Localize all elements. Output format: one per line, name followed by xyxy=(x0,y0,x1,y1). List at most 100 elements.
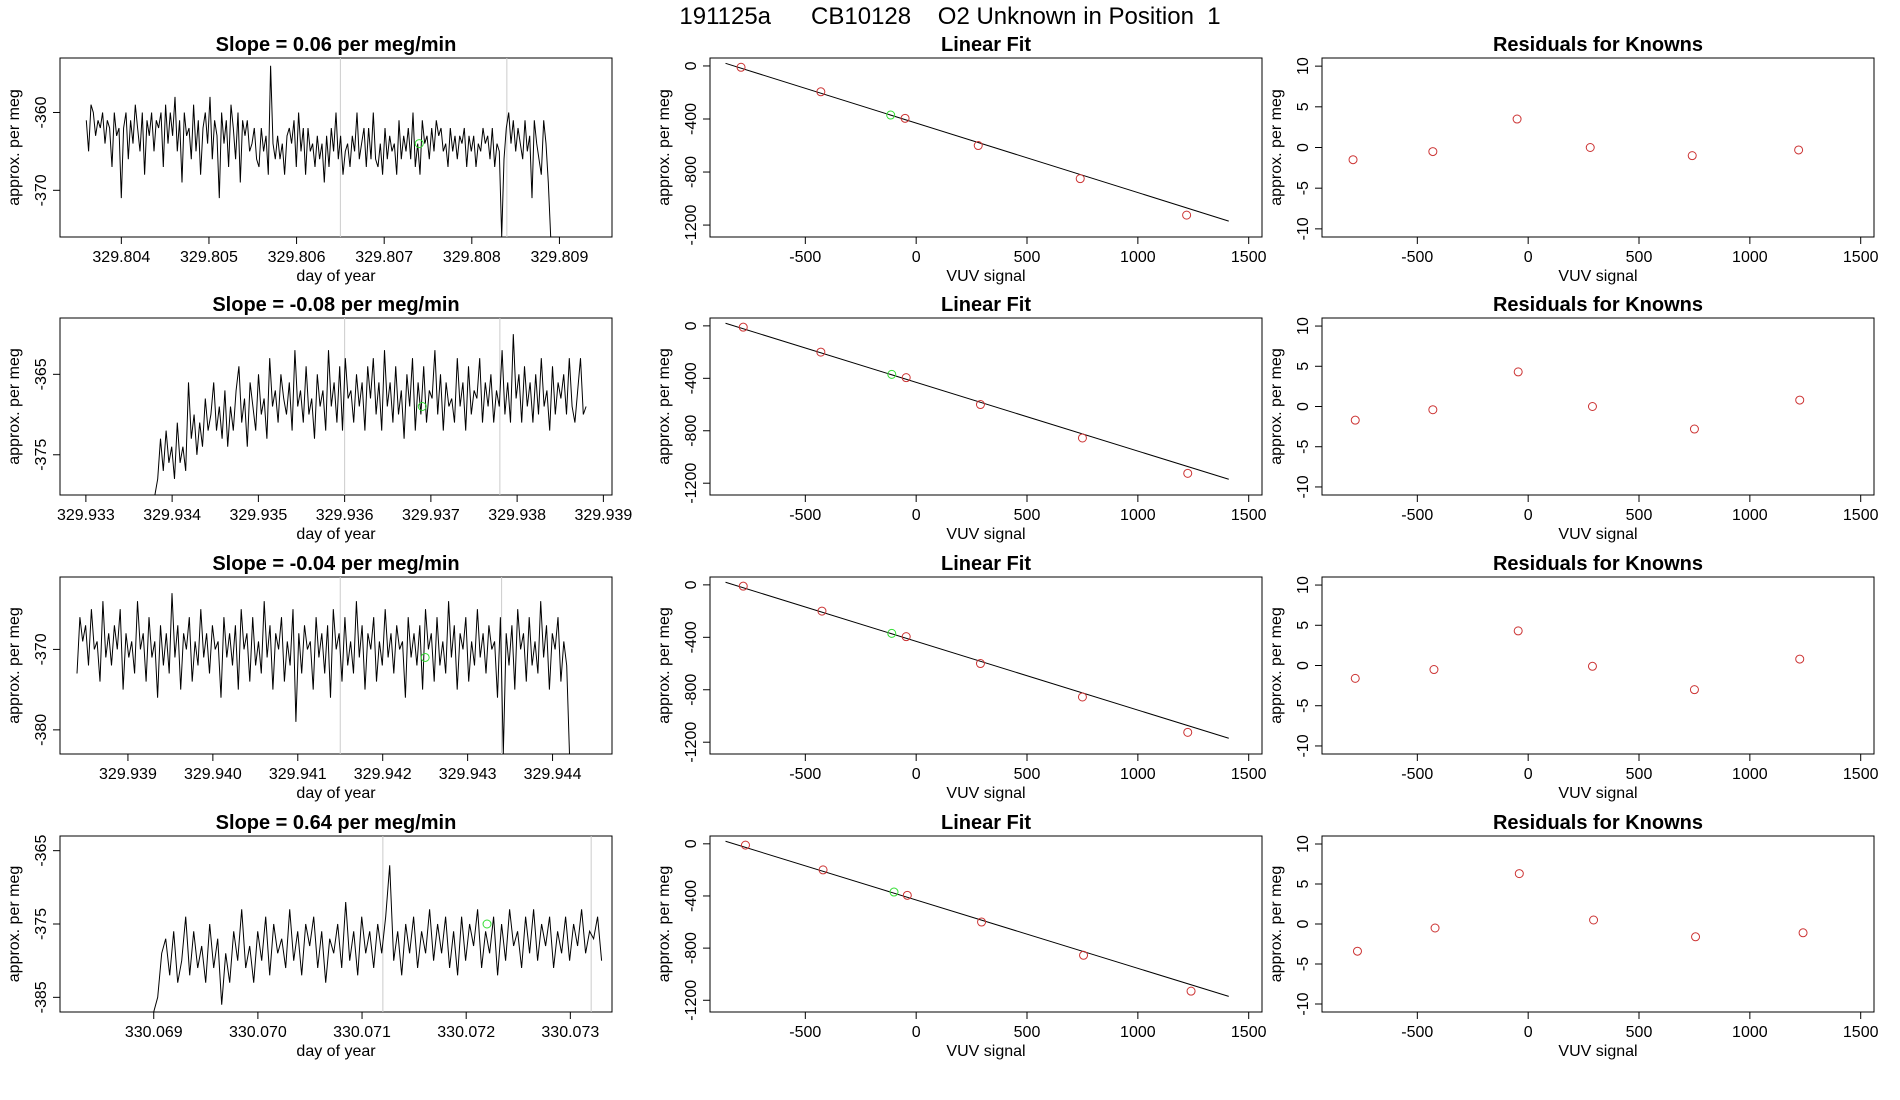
x-tick-label: 329.806 xyxy=(268,249,326,266)
x-tick-label: 0 xyxy=(1524,1024,1533,1041)
x-axis-label: VUV signal xyxy=(1558,526,1637,543)
y-tick-label: 0 xyxy=(1295,661,1312,670)
y-axis-label: approx. per meg xyxy=(6,866,23,983)
x-tick-label: -500 xyxy=(1401,1024,1433,1041)
panel-title: Linear Fit xyxy=(941,812,1031,834)
residual-point xyxy=(1587,661,1597,671)
residual-point xyxy=(1794,145,1804,155)
x-tick-label: 0 xyxy=(912,1024,921,1041)
y-tick-label: 10 xyxy=(1295,835,1312,853)
panel-residuals-row4: Residuals for Knowns -500 0 500 1000 1500 10 5 0… xyxy=(1268,812,1879,1060)
panel-title: Linear Fit xyxy=(941,294,1031,316)
panel-residuals-row1: Residuals for Knowns -500 0 500 1000 1500 10 5 0… xyxy=(1268,34,1879,285)
known-point xyxy=(975,659,985,669)
y-tick-label: -800 xyxy=(683,674,700,706)
x-tick-label: 500 xyxy=(1626,249,1653,266)
known-point xyxy=(977,917,987,927)
y-tick-label: -10 xyxy=(1295,734,1312,757)
residual-point xyxy=(1352,946,1362,956)
known-point xyxy=(738,581,748,591)
unknown-point xyxy=(889,887,899,897)
unknown-marker xyxy=(482,919,492,929)
residual-point xyxy=(1587,402,1597,411)
y-tick-label: -370 xyxy=(33,633,50,665)
known-point xyxy=(736,62,746,72)
y-axis-label: approx. per meg xyxy=(6,607,23,724)
y-tick-label: 0 xyxy=(683,580,700,589)
plot-frame xyxy=(59,57,613,238)
x-tick-label: 1000 xyxy=(1732,1024,1768,1041)
known-point xyxy=(816,87,826,97)
x-tick-label: -500 xyxy=(789,249,821,266)
x-axis-label: VUV signal xyxy=(946,1043,1025,1060)
panel-title: Linear Fit xyxy=(941,34,1031,56)
x-axis-label: VUV signal xyxy=(946,785,1025,802)
x-tick-label: 0 xyxy=(912,249,921,266)
y-tick-label: -385 xyxy=(33,981,50,1013)
unknown-point xyxy=(887,628,897,638)
y-tick-label: 0 xyxy=(1295,402,1312,411)
x-tick-label: 330.071 xyxy=(333,1024,391,1041)
unknown-marker xyxy=(420,652,430,662)
y-tick-label: -400 xyxy=(683,103,700,135)
residual-point xyxy=(1585,143,1595,152)
known-point xyxy=(901,632,911,642)
residual-point xyxy=(1429,665,1439,675)
known-point xyxy=(900,113,910,123)
panel-title: Slope = 0.06 per meg/min xyxy=(216,34,457,56)
x-tick-label: 0 xyxy=(912,766,921,783)
unknown-point xyxy=(886,110,896,120)
residual-point xyxy=(1513,626,1523,636)
x-tick-label: 1000 xyxy=(1732,507,1768,524)
y-axis-label: approx. per meg xyxy=(656,348,673,465)
plot-area xyxy=(1352,869,1808,956)
plot-frame xyxy=(59,317,613,496)
panel-title: Residuals for Knowns xyxy=(1493,812,1703,834)
residual-point xyxy=(1589,915,1599,925)
y-tick-label: 0 xyxy=(683,839,700,848)
x-tick-label: 500 xyxy=(1626,1024,1653,1041)
x-tick-label: -500 xyxy=(1401,249,1433,266)
y-tick-label: -365 xyxy=(33,835,50,867)
x-axis-label: VUV signal xyxy=(1558,785,1637,802)
panel-fit-row4: Linear Fit -500 0 500 1000 1500 0 -400 -800 -1200… xyxy=(656,812,1267,1060)
plot-area xyxy=(153,836,603,1012)
x-tick-label: 329.936 xyxy=(316,507,374,524)
y-tick-label: -400 xyxy=(683,621,700,653)
x-tick-label: 329.933 xyxy=(57,507,115,524)
residual-point xyxy=(1513,367,1523,377)
plot-area xyxy=(725,322,1229,480)
panel-residuals-row3: Residuals for Knowns -500 0 500 1000 1500 10 5 0… xyxy=(1268,553,1879,802)
x-axis-label: VUV signal xyxy=(946,526,1025,543)
x-tick-label: 500 xyxy=(1014,766,1041,783)
x-tick-label: 329.939 xyxy=(574,507,632,524)
x-tick-label: 329.940 xyxy=(184,766,242,783)
trace-line xyxy=(85,65,552,237)
y-tick-label: -5 xyxy=(1295,957,1312,971)
panel-timeseries-row4: Slope = 0.64 per meg/min 330.069 330.070 33… xyxy=(6,812,613,1060)
residual-point xyxy=(1798,928,1808,938)
y-axis-label: approx. per meg xyxy=(1268,607,1285,724)
plot-frame xyxy=(1321,835,1875,1013)
panel-title: Slope = -0.04 per meg/min xyxy=(212,553,459,575)
x-axis-label: day of year xyxy=(296,268,376,285)
y-axis-label: approx. per meg xyxy=(656,607,673,724)
x-tick-label: 1500 xyxy=(1231,1024,1267,1041)
plot-frame xyxy=(709,576,1263,755)
x-tick-label: 1500 xyxy=(1843,766,1879,783)
known-point xyxy=(817,606,827,616)
fit-line xyxy=(725,62,1229,222)
y-tick-label: -5 xyxy=(1295,699,1312,713)
residual-point xyxy=(1795,654,1805,664)
y-tick-label: -800 xyxy=(683,932,700,964)
plot-area xyxy=(725,581,1229,739)
x-tick-label: 329.941 xyxy=(269,766,327,783)
known-point xyxy=(975,400,985,410)
x-axis-label: VUV signal xyxy=(946,268,1025,285)
residual-point xyxy=(1514,869,1524,879)
y-tick-label: -800 xyxy=(683,156,700,188)
y-tick-label: -370 xyxy=(33,174,50,206)
residual-point xyxy=(1428,405,1438,415)
x-tick-label: 329.938 xyxy=(488,507,546,524)
x-tick-label: 500 xyxy=(1014,1024,1041,1041)
